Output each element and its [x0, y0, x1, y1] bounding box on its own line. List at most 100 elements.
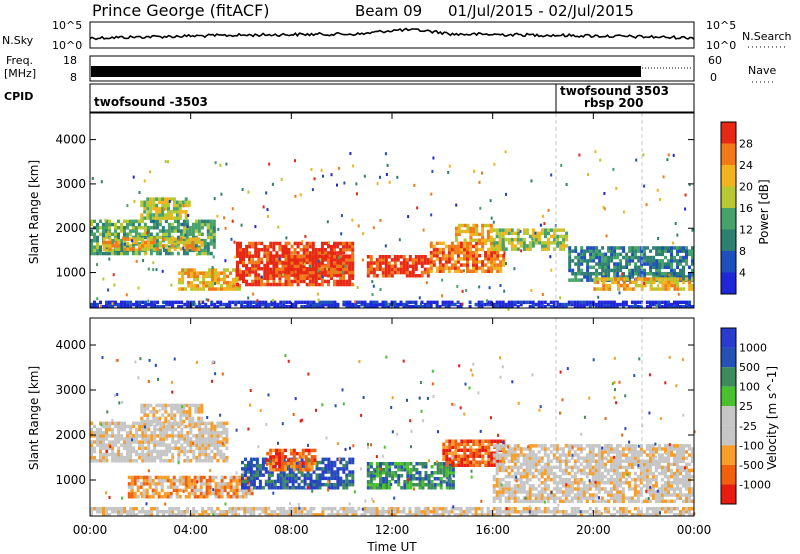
power-cell: [123, 251, 126, 256]
power-cell: [664, 280, 668, 285]
power-cell: [197, 226, 201, 230]
power-cell: [528, 244, 532, 248]
velocity-cell: [372, 486, 376, 490]
power-cell: [272, 267, 276, 271]
power-cell: [314, 279, 318, 284]
power-cell: [691, 272, 694, 276]
velocity-cell: [336, 467, 340, 471]
velocity-cell: [588, 456, 592, 460]
power-cell: [673, 255, 676, 260]
power-cell: [158, 235, 162, 240]
velocity-cell: [522, 481, 526, 485]
velocity-cell: [162, 434, 166, 438]
velocity-cell: [148, 495, 152, 499]
power-cell: [290, 251, 294, 255]
velocity-cell: [129, 452, 133, 457]
velocity-cell: [222, 455, 226, 460]
velocity-cell: [182, 406, 186, 411]
power-cell: [158, 216, 162, 220]
power-cell: [648, 302, 652, 307]
power-cell: [586, 265, 590, 269]
power-cell: [336, 241, 340, 246]
power-cell: [263, 276, 267, 280]
velocity-cell: [288, 486, 292, 490]
velocity-cell: [140, 410, 144, 414]
power-speckle: [285, 236, 288, 240]
power-cell: [308, 282, 312, 287]
power-speckle: [419, 302, 422, 306]
y-tick-label: 4000: [55, 133, 86, 147]
power-cell: [441, 300, 445, 305]
power-cell: [302, 276, 306, 280]
velocity-cell: [594, 468, 598, 473]
velocity-cell: [537, 444, 541, 448]
velocity-cell: [309, 473, 313, 477]
power-heatmap-cells: [90, 150, 694, 311]
power-cell: [251, 260, 255, 265]
velocity-cell: [93, 459, 96, 463]
power-cell: [456, 244, 460, 249]
power-cell: [248, 254, 252, 258]
power-cell: [114, 226, 117, 230]
velocity-cell: [531, 456, 535, 460]
power-cell: [682, 265, 685, 269]
power-cell: [568, 265, 572, 269]
power-speckle: [220, 192, 223, 196]
power-cell: [679, 259, 682, 263]
velocity-cell: [144, 455, 148, 460]
velocity-cell: [382, 471, 385, 475]
power-cell: [432, 254, 436, 258]
velocity-cell: [166, 478, 170, 483]
power-cell: [212, 245, 216, 249]
power-cell: [251, 257, 255, 261]
power-cell: [495, 244, 499, 248]
velocity-cell: [183, 437, 187, 441]
velocity-cell: [249, 470, 253, 474]
power-speckle: [351, 164, 354, 168]
power-speckle: [668, 273, 671, 277]
velocity-cell: [255, 467, 259, 471]
power-speckle: [133, 199, 136, 203]
velocity-cell: [232, 488, 236, 493]
velocity-cell: [165, 443, 169, 447]
power-speckle: [463, 269, 465, 273]
velocity-cell: [200, 410, 204, 414]
velocity-cell: [307, 468, 311, 472]
power-cell: [613, 249, 617, 253]
velocity-cell: [606, 453, 610, 457]
power-cell: [469, 226, 473, 231]
velocity-cell: [244, 495, 248, 499]
velocity-cell: [292, 461, 296, 466]
power-cell: [175, 203, 179, 208]
velocity-cell: [266, 458, 270, 462]
power-speckle: [132, 175, 135, 179]
velocity-cell: [175, 491, 179, 496]
velocity-cell: [415, 462, 419, 466]
power-cell: [414, 300, 418, 305]
velocity-cell: [160, 488, 164, 493]
power-cell: [466, 229, 470, 234]
nsky-bottom-tick: 10^0: [52, 39, 82, 52]
velocity-cell: [555, 465, 559, 470]
power-cell: [239, 241, 242, 246]
power-cell: [293, 248, 297, 252]
velocity-cell: [430, 486, 434, 490]
power-cell: [302, 254, 306, 258]
velocity-cell: [99, 427, 102, 432]
power-cell: [135, 237, 139, 241]
velocity-cell: [181, 475, 185, 480]
power-cell: [595, 252, 599, 257]
velocity-cell: [90, 452, 93, 457]
velocity-cell: [185, 416, 189, 421]
velocity-cell: [295, 451, 299, 456]
velocity-cell: [307, 448, 311, 453]
power-cell: [149, 251, 153, 256]
velocity-cell: [439, 486, 443, 490]
velocity-cell: [388, 462, 392, 466]
power-cell: [161, 244, 165, 248]
power-cell: [345, 241, 349, 246]
velocity-cell: [513, 444, 517, 448]
velocity-cell: [318, 479, 322, 484]
velocity-cell: [199, 495, 203, 499]
velocity-cell: [327, 486, 331, 490]
